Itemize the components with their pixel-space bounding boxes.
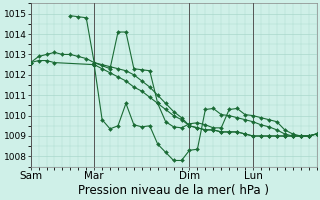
X-axis label: Pression niveau de la mer( hPa ): Pression niveau de la mer( hPa ) bbox=[78, 184, 269, 197]
